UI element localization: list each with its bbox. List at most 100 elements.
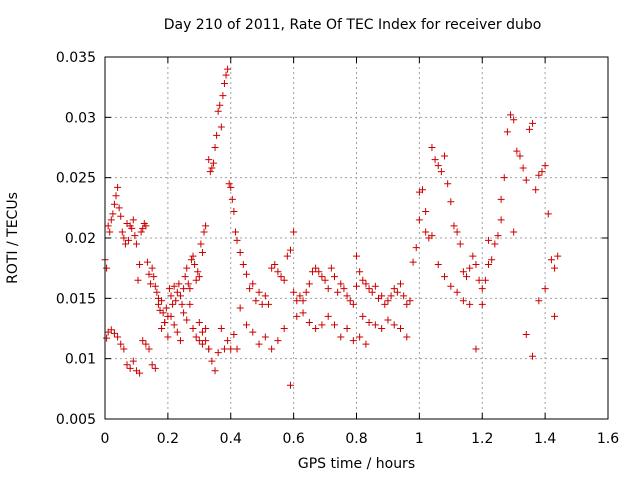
x-tick-label: 1.2: [471, 431, 493, 447]
data-point: [183, 316, 191, 324]
data-point: [268, 345, 276, 353]
data-point: [121, 240, 129, 248]
data-point: [255, 340, 263, 348]
data-point: [318, 273, 326, 281]
data-point: [233, 236, 241, 244]
data-point: [481, 276, 489, 284]
data-point: [242, 270, 250, 278]
data-point: [264, 300, 272, 308]
data-point: [117, 212, 125, 220]
x-tick-label: 1.4: [534, 431, 556, 447]
data-point: [170, 321, 178, 329]
data-point: [198, 340, 206, 348]
data-point: [397, 325, 405, 332]
data-point: [220, 345, 228, 353]
data-point: [513, 147, 521, 155]
data-point: [132, 240, 140, 248]
data-point: [283, 252, 291, 260]
data-point: [112, 192, 120, 200]
data-point: [356, 268, 364, 276]
data-point: [176, 292, 184, 300]
data-point: [353, 252, 360, 260]
data-point: [293, 312, 301, 320]
data-point: [478, 285, 486, 293]
x-tick-label: 0.6: [282, 431, 304, 447]
data-point: [466, 300, 474, 308]
data-point: [510, 228, 518, 236]
data-point: [261, 292, 269, 300]
x-tick-label: 0: [101, 431, 110, 447]
y-tick-label: 0.015: [56, 291, 96, 307]
data-point: [535, 297, 543, 305]
data-point: [148, 264, 156, 272]
data-point: [197, 240, 205, 248]
data-point: [131, 232, 139, 240]
data-point: [356, 333, 364, 341]
data-point: [384, 297, 392, 305]
data-point: [134, 276, 142, 284]
data-point: [180, 285, 188, 293]
data-point: [104, 222, 112, 230]
data-point: [205, 345, 213, 353]
data-point: [231, 228, 239, 236]
data-point: [478, 300, 486, 308]
data-point: [249, 280, 257, 288]
data-point: [463, 273, 471, 281]
data-point: [403, 300, 411, 308]
data-point: [466, 264, 474, 272]
data-point: [384, 316, 392, 324]
data-point: [125, 236, 133, 244]
data-point: [142, 222, 150, 230]
data-point: [123, 361, 131, 369]
data-point: [312, 325, 320, 332]
data-point: [346, 297, 354, 305]
data-point: [305, 318, 313, 326]
data-point: [422, 228, 430, 236]
data-point: [208, 164, 216, 172]
data-point: [148, 361, 156, 369]
data-point: [412, 244, 420, 252]
data-point: [507, 111, 515, 119]
data-point: [115, 204, 123, 212]
data-point: [114, 183, 122, 191]
data-point: [137, 228, 145, 236]
data-point: [459, 297, 467, 305]
data-point: [145, 345, 153, 353]
data-point: [428, 144, 436, 151]
data-point: [403, 333, 411, 341]
axis-ticks: 0 0.2 0.4 0.6 0.8 1 1.2 1.4 1.6 0.005 0.01 0.015 0.0…: [56, 50, 619, 447]
x-axis-label: GPS time / hours: [297, 456, 416, 472]
data-point: [302, 288, 310, 296]
data-point: [150, 273, 158, 281]
data-point: [202, 337, 210, 345]
data-point: [547, 256, 555, 264]
data-point: [274, 337, 282, 345]
data-point: [208, 357, 216, 365]
x-tick-label: 0.2: [157, 431, 179, 447]
data-point: [189, 252, 197, 260]
data-point: [453, 288, 461, 296]
data-point: [397, 280, 405, 288]
data-point: [147, 280, 155, 288]
data-point: [359, 312, 367, 320]
y-tick-label: 0.035: [56, 50, 96, 66]
data-point: [186, 285, 194, 293]
data-point: [126, 364, 134, 372]
data-point: [327, 264, 335, 272]
data-point: [206, 168, 214, 176]
data-point: [544, 210, 552, 218]
data-point: [290, 288, 298, 296]
data-point: [117, 340, 125, 348]
data-point: [500, 174, 508, 182]
data-point: [456, 240, 464, 248]
data-point: [145, 270, 153, 278]
data-point: [224, 65, 232, 73]
data-point: [349, 300, 357, 308]
data-point: [180, 309, 188, 317]
data-point: [239, 261, 247, 269]
data-point: [216, 101, 224, 109]
data-point: [469, 252, 477, 260]
data-point: [194, 268, 202, 276]
data-point: [503, 128, 511, 136]
